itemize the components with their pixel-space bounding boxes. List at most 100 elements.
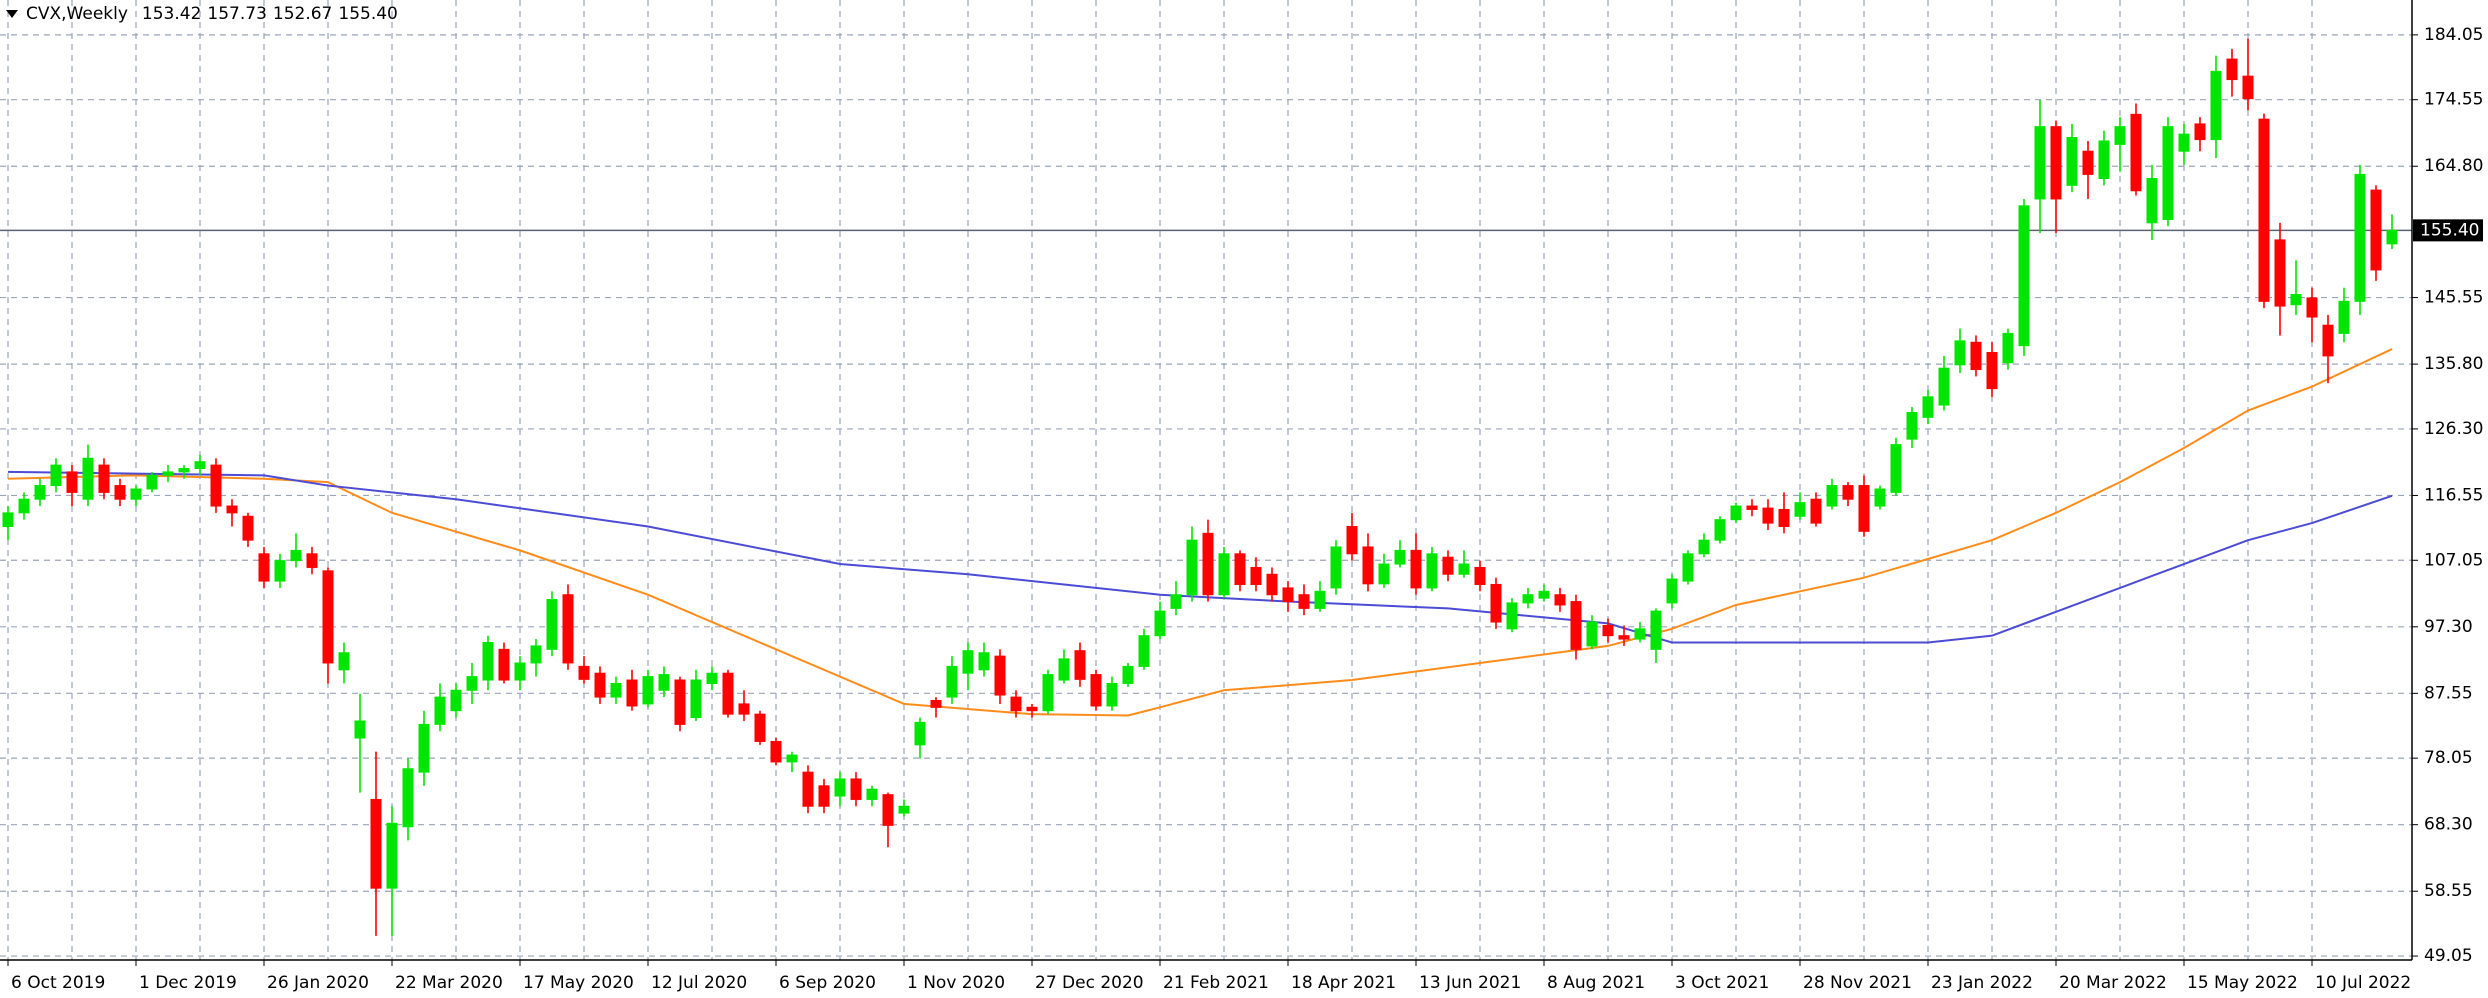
candle-body [1186, 539, 1198, 596]
candle-body [402, 768, 414, 828]
candle-body [1010, 696, 1022, 712]
candle-body [2130, 113, 2142, 192]
candle-body [1858, 485, 1870, 532]
candle-body [1842, 485, 1854, 500]
candle-body [2050, 126, 2062, 200]
candle-body [2290, 294, 2302, 306]
y-tick-label: 68.30 [2424, 815, 2473, 835]
candle-body [754, 713, 766, 742]
candle-body [1170, 594, 1182, 609]
candle-body [1442, 556, 1454, 575]
y-tick-label: 78.05 [2424, 748, 2473, 768]
candle-body [114, 485, 126, 500]
y-tick-label: 116.55 [2424, 485, 2483, 505]
candle-body [2386, 229, 2398, 245]
y-tick-label: 49.05 [2424, 946, 2473, 966]
candle-body [1378, 563, 1390, 585]
candles [2, 38, 2398, 936]
candle-body [1810, 498, 1822, 524]
y-tick-label: 126.30 [2424, 419, 2483, 439]
x-tick-label: 23 Jan 2022 [1931, 973, 2033, 993]
candle-body [226, 505, 238, 514]
candle-body [1538, 590, 1550, 599]
candle-body [210, 464, 222, 507]
candle-body [258, 553, 270, 582]
y-tick-label: 107.05 [2424, 550, 2483, 570]
candle-body [1522, 594, 1534, 604]
candle-body [1618, 635, 1630, 640]
candle-body [2338, 300, 2350, 334]
header-open: 153.42 [142, 4, 201, 24]
candle-body [1074, 650, 1086, 680]
x-tick-label: 12 Jul 2020 [651, 973, 747, 993]
candle-body [818, 785, 830, 807]
candle-body [2146, 178, 2158, 224]
candle-body [1890, 444, 1902, 493]
candle-body [2354, 173, 2366, 302]
candle-body [34, 485, 46, 500]
candle-body [2226, 58, 2238, 81]
candle-body [2242, 75, 2254, 100]
x-tick-label: 1 Nov 2020 [907, 973, 1005, 993]
y-tick-label: 58.55 [2424, 881, 2473, 901]
candle-body [274, 560, 286, 582]
candle-body [1202, 532, 1214, 596]
candle-body [994, 655, 1006, 696]
candle-body [1458, 563, 1470, 575]
candle-body [2002, 332, 2014, 364]
candle-body [2178, 133, 2190, 152]
candle-body [1298, 594, 1310, 609]
x-tick-label: 8 Aug 2021 [1547, 973, 1645, 993]
candle-body [1394, 549, 1406, 565]
candle-body [1986, 352, 1998, 390]
candle-body [1122, 665, 1134, 684]
candle-body [2210, 70, 2222, 141]
candle-body [1778, 508, 1790, 528]
candle-body [978, 652, 990, 671]
candle-body [1666, 578, 1678, 604]
x-tick-label: 20 Mar 2022 [2059, 973, 2167, 993]
candle-body [146, 474, 158, 490]
candle-body [706, 672, 718, 684]
header: CVX,Weekly 153.42 157.73 152.67 155.40 [6, 4, 398, 24]
candle-body [530, 645, 542, 664]
candle-body [882, 794, 894, 826]
x-tick-label: 18 Apr 2021 [1291, 973, 1396, 993]
candle-body [1026, 706, 1038, 712]
candle-body [914, 721, 926, 746]
candle-body [786, 754, 798, 763]
candle-body [2, 512, 14, 528]
candle-body [514, 662, 526, 681]
x-tick-label: 21 Feb 2021 [1163, 973, 1269, 993]
candle-body [898, 805, 910, 814]
candle-body [1698, 539, 1710, 555]
candle-body [1266, 573, 1278, 596]
candle-body [658, 674, 670, 691]
candle-body [1762, 507, 1774, 524]
candle-body [1106, 682, 1118, 707]
candle-body [802, 771, 814, 807]
candle-body [2194, 123, 2206, 141]
candle-body [546, 599, 558, 650]
candle-body [1410, 549, 1422, 589]
y-tick-label: 87.55 [2424, 683, 2473, 703]
candle-body [1922, 396, 1934, 418]
grid [0, 0, 2412, 960]
candle-body [306, 553, 318, 568]
candle-body [770, 740, 782, 763]
candle-body [2018, 205, 2030, 347]
x-tick-label: 27 Dec 2020 [1035, 973, 1144, 993]
candle-body [594, 672, 606, 698]
candle-body [290, 549, 302, 562]
candle-body [498, 648, 510, 681]
candle-body [2082, 150, 2094, 175]
x-tick-label: 17 May 2020 [523, 973, 634, 993]
candle-body [626, 679, 638, 707]
candle-body [1490, 584, 1502, 623]
candle-body [690, 679, 702, 719]
candle-body [2370, 189, 2382, 271]
x-tick-label: 26 Jan 2020 [267, 973, 369, 993]
candle-body [1714, 519, 1726, 541]
candle-body [738, 703, 750, 715]
